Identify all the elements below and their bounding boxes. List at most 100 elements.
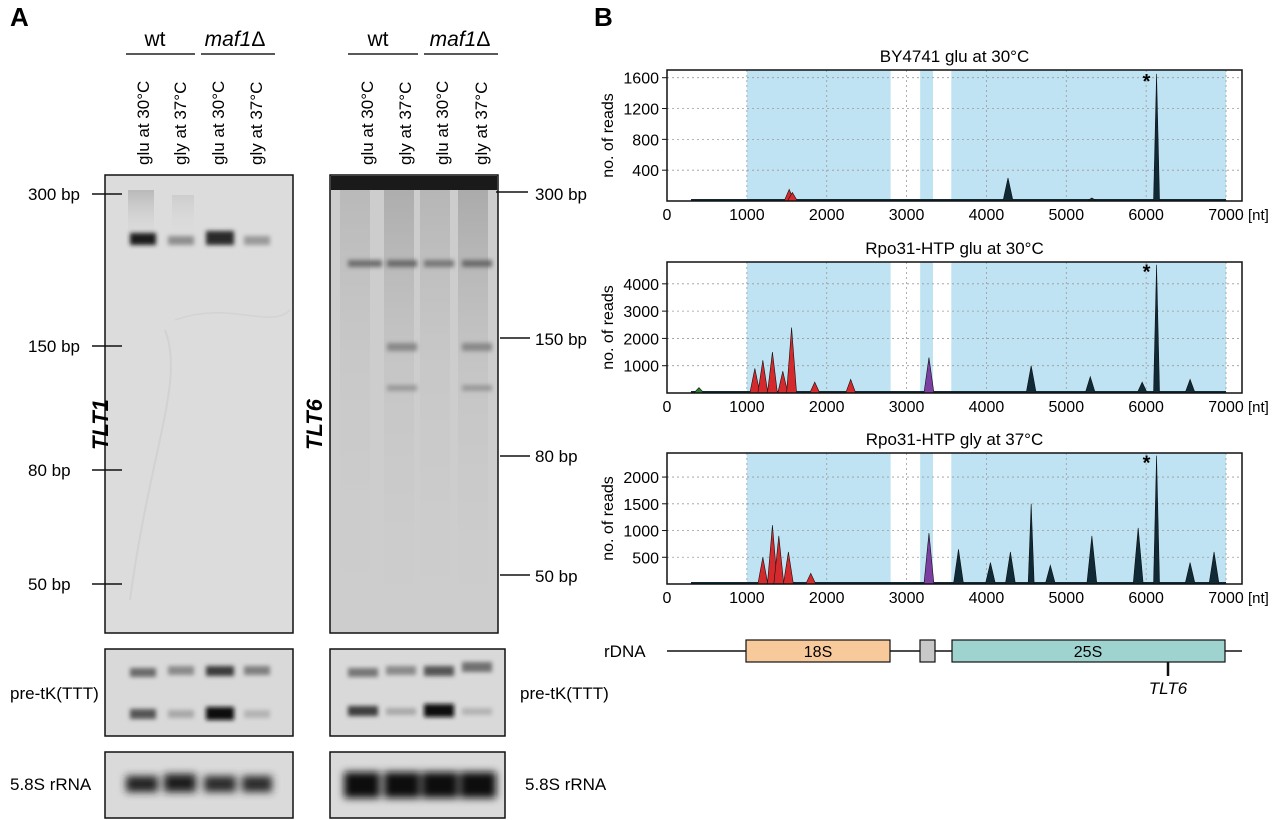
band xyxy=(386,708,416,715)
group-header-left: wt maf1Δ xyxy=(126,28,275,55)
x-tick-label: 6000 xyxy=(1128,207,1164,224)
group-wt-left: wt xyxy=(144,28,166,51)
x-tick-label: 0 xyxy=(663,207,672,224)
rdna-18s-box xyxy=(745,639,891,663)
band xyxy=(130,233,156,245)
chart-title: Rpo31-HTP glu at 30°C xyxy=(865,239,1043,258)
band xyxy=(460,772,496,798)
pre-tk-label-right: pre-tK(TTT) xyxy=(520,684,609,703)
gel-tlt6 xyxy=(329,174,499,634)
x-tick-label: 1000 xyxy=(729,207,765,224)
lane-label: gly at 37°C xyxy=(472,82,491,165)
marker-label: 50 bp xyxy=(535,567,578,586)
chart-frame xyxy=(666,261,1243,394)
coverage-chart-2: Rpo31-HTP glu at 30°C * 0 1000 2000 3000 4000 5… xyxy=(600,239,1269,416)
x-tick-label: 5000 xyxy=(1049,207,1085,224)
band xyxy=(386,666,416,675)
rdna-its-box xyxy=(919,639,936,663)
blot-58s-right xyxy=(329,751,506,819)
rrna-label-right: 5.8S rRNA xyxy=(525,775,607,794)
x-tick-label: 3000 xyxy=(889,399,925,416)
marker-label: 80 bp xyxy=(535,447,578,466)
region-shade xyxy=(920,262,933,393)
y-tick-label: 1200 xyxy=(623,102,659,119)
peak-star: * xyxy=(1143,71,1151,93)
region-shade xyxy=(920,70,933,201)
x-tick-label: 5000 xyxy=(1049,590,1085,607)
chart-title: Rpo31-HTP gly at 37°C xyxy=(866,430,1044,449)
y-tick-label: 1000 xyxy=(623,359,659,376)
band xyxy=(168,236,194,245)
y-tick-label: 400 xyxy=(632,163,659,180)
x-tick-label: 2000 xyxy=(809,590,845,607)
region-shade xyxy=(951,70,1227,201)
markers-left: 300 bp 150 bp 80 bp 50 bp xyxy=(28,185,122,594)
band xyxy=(130,709,156,719)
y-tick-label: 800 xyxy=(632,132,659,149)
x-tick-label: 3000 xyxy=(889,207,925,224)
band xyxy=(387,343,417,351)
pre-tk-label-left: pre-tK(TTT) xyxy=(10,684,99,703)
panel-b-label: B xyxy=(594,2,613,32)
coverage-chart-1: BY4741 glu at 30°C * 0 1000 2000 3000 4000 5000… xyxy=(600,47,1269,224)
lane-labels-right: glu at 30°C gly at 37°C glu at 30°C gly … xyxy=(358,81,491,165)
group-maf1-right: maf1Δ xyxy=(430,28,491,51)
lane-label: gly at 37°C xyxy=(171,82,190,165)
x-tick-label: 2000 xyxy=(809,207,845,224)
rrna-label-left: 5.8S rRNA xyxy=(10,775,92,794)
coverage-chart-3: Rpo31-HTP gly at 37°C * 0 1000 2000 3000 4000 5… xyxy=(600,430,1269,607)
y-tick-label: 500 xyxy=(632,550,659,567)
marker-label: 80 bp xyxy=(28,461,71,480)
probe-label-tlt1: TLT1 xyxy=(88,399,113,450)
band xyxy=(462,260,492,267)
band xyxy=(206,707,234,720)
band xyxy=(244,236,270,245)
probe-label-tlt6: TLT6 xyxy=(302,398,327,450)
x-tick-label: 4000 xyxy=(969,399,1005,416)
band xyxy=(204,776,236,792)
band xyxy=(126,776,158,792)
chart-frame xyxy=(666,69,1243,202)
band xyxy=(242,776,272,792)
x-unit-label: [nt] xyxy=(1248,399,1269,416)
group-maf1-left: maf1Δ xyxy=(205,28,266,51)
blot-58s-left xyxy=(104,751,294,819)
marker-label: 150 bp xyxy=(535,330,587,349)
band xyxy=(462,708,492,715)
x-tick-label: 7000 xyxy=(1208,399,1244,416)
region-shade xyxy=(746,70,891,201)
x-tick-label: 6000 xyxy=(1128,590,1164,607)
x-tick-label: 0 xyxy=(663,590,672,607)
x-unit-label: [nt] xyxy=(1248,207,1269,224)
band xyxy=(168,710,194,718)
peak-star: * xyxy=(1143,262,1151,284)
maf1-name-right: maf1 xyxy=(430,28,477,51)
band xyxy=(387,385,417,391)
x-tick-label: 7000 xyxy=(1208,590,1244,607)
band xyxy=(348,668,378,677)
region-shade xyxy=(951,262,1227,393)
region-shade xyxy=(746,453,891,584)
region-shade xyxy=(951,453,1227,584)
markers-right: 300 bp 150 bp 80 bp 50 bp xyxy=(496,185,587,586)
lane-label: glu at 30°C xyxy=(358,81,377,165)
band xyxy=(130,668,156,677)
band xyxy=(348,706,378,716)
band xyxy=(244,710,270,718)
lane-label: glu at 30°C xyxy=(134,81,153,165)
x-tick-label: 1000 xyxy=(729,590,765,607)
region-shade xyxy=(746,262,891,393)
chart-frame xyxy=(666,452,1243,585)
band xyxy=(206,666,234,676)
band xyxy=(244,666,270,675)
x-tick-label: 0 xyxy=(663,399,672,416)
gel-tlt1 xyxy=(104,174,294,634)
marker-label: 150 bp xyxy=(28,337,80,356)
group-wt-right: wt xyxy=(367,28,389,51)
y-axis-label: no. of reads xyxy=(600,285,617,370)
y-axis-label: no. of reads xyxy=(600,93,617,178)
rdna-25s-label: 25S xyxy=(1074,644,1102,661)
band xyxy=(462,343,492,351)
y-tick-label: 1000 xyxy=(623,524,659,541)
